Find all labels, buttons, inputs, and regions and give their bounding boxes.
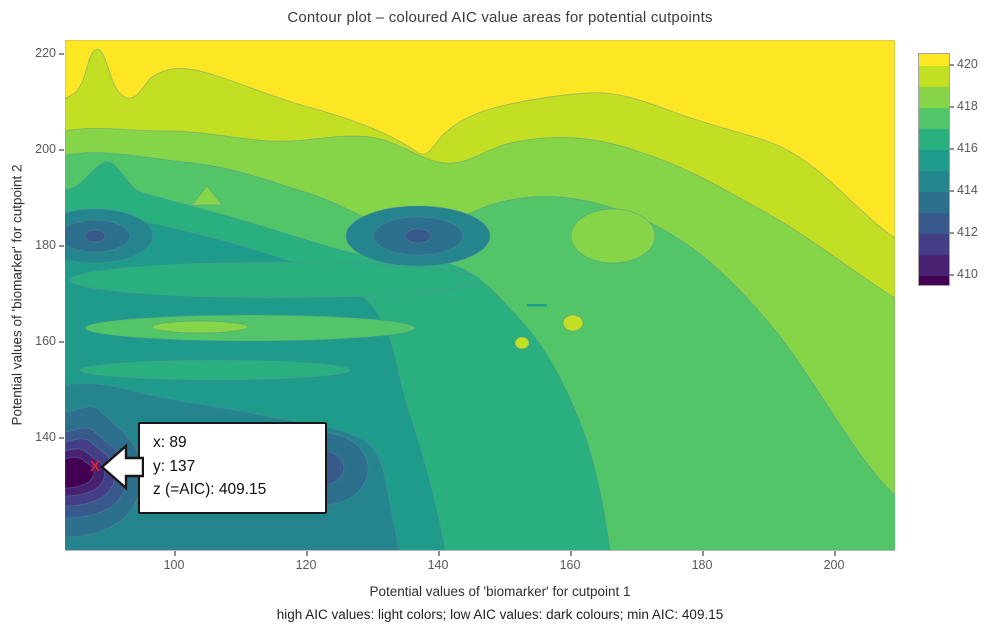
contour-dash-415: [527, 304, 547, 307]
contour-ridge-lens-417: [84, 314, 416, 342]
y-tick-label: 180: [35, 238, 56, 252]
y-tick: [59, 437, 64, 439]
colorbar-tick-label: 418: [957, 99, 978, 113]
colorbar-band: [919, 255, 949, 276]
x-tick: [702, 551, 704, 556]
y-tick: [59, 53, 64, 55]
contour-droplet-419b: [514, 336, 530, 350]
colorbar-band: [919, 234, 949, 255]
caption-text: high AIC values: light colors; low AIC v…: [276, 607, 724, 622]
colorbar-band: [919, 213, 949, 234]
x-tick-label: 200: [823, 558, 845, 572]
colorbar-band: [919, 66, 949, 87]
colorbar-tick: [949, 274, 954, 276]
x-tick-label: 160: [559, 558, 581, 572]
colorbar-tick-label: 412: [957, 225, 978, 239]
x-tick: [570, 551, 572, 556]
y-tick: [59, 149, 64, 151]
colorbar-tick-label: 416: [957, 141, 978, 155]
contour-ridge-lens-416: [69, 261, 481, 299]
contour-droplet-419: [562, 314, 584, 332]
callout-y-value: y: 137: [153, 457, 196, 475]
colorbar-tick: [949, 232, 954, 234]
colorbar-band: [919, 276, 949, 285]
contour-island-418-triangle: [191, 185, 223, 206]
x-tick-label: 140: [427, 558, 449, 572]
contour-band-420-plus: [65, 40, 895, 239]
colorbar-band: [919, 171, 949, 192]
x-tick: [438, 551, 440, 556]
colorbar-tick: [949, 190, 954, 192]
min-point-callout: x: 89 y: 137 z (=AIC): 409.15: [138, 422, 327, 514]
colorbar-tick: [949, 64, 954, 66]
contour-ridge-lens-418: [151, 320, 249, 334]
callout-arrow-icon: [100, 443, 144, 491]
x-tick-label: 120: [295, 558, 317, 572]
colorbar-band: [919, 54, 949, 66]
contour-island-418: [570, 208, 656, 264]
y-tick: [59, 245, 64, 247]
contour-ridge-lens-416b: [79, 359, 351, 381]
contour-basin-412-left: [84, 229, 106, 243]
contour-basin-412-mid: [404, 228, 432, 244]
colorbar-tick: [949, 148, 954, 150]
colorbar-band: [919, 87, 949, 108]
x-tick: [306, 551, 308, 556]
colorbar-band: [919, 108, 949, 129]
min-point-marker: X: [89, 458, 100, 475]
x-axis-label: Potential values of 'biomarker' for cutp…: [369, 584, 631, 599]
y-tick-label: 140: [35, 430, 56, 444]
contour-basin-min-core: [65, 456, 95, 489]
y-tick-label: 160: [35, 334, 56, 348]
colorbar-tick-label: 414: [957, 183, 978, 197]
y-tick: [59, 341, 64, 343]
colorbar-tick-label: 410: [957, 267, 978, 281]
y-tick-label: 200: [35, 142, 56, 156]
colorbar-band: [919, 150, 949, 171]
colorbar: [918, 53, 950, 286]
y-axis-label: Potential values of 'biomarker' for cutp…: [9, 164, 25, 426]
y-tick-label: 220: [35, 46, 56, 60]
colorbar-band: [919, 192, 949, 213]
colorbar-band: [919, 129, 949, 150]
x-tick-label: 180: [691, 558, 713, 572]
callout-z-value: z (=AIC): 409.15: [153, 481, 267, 499]
colorbar-tick: [949, 106, 954, 108]
x-tick-label: 100: [163, 558, 185, 572]
colorbar-tick-label: 420: [957, 57, 978, 71]
callout-x-value: x: 89: [153, 434, 187, 451]
page-title: Contour plot – coloured AIC value areas …: [287, 9, 713, 26]
x-tick: [174, 551, 176, 556]
x-tick: [834, 551, 836, 556]
